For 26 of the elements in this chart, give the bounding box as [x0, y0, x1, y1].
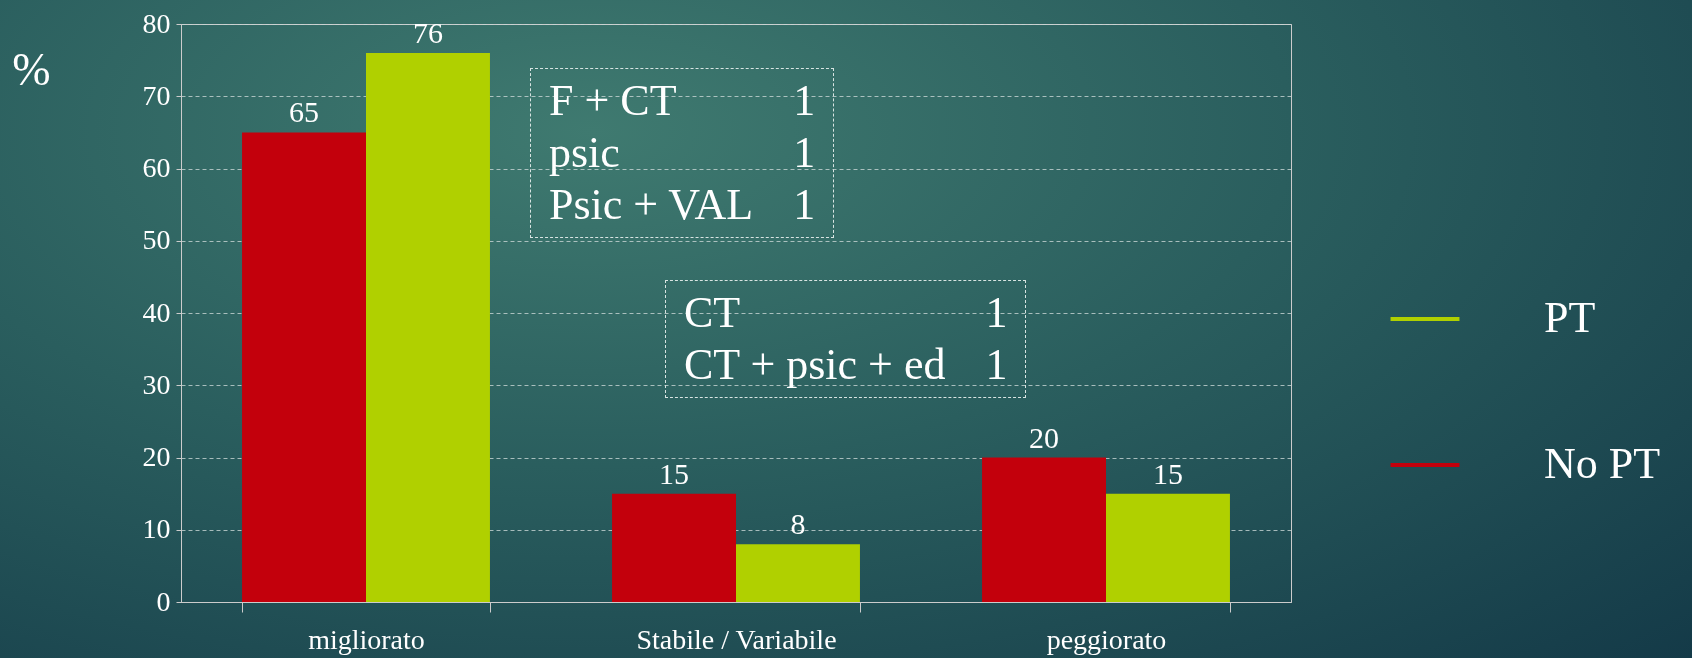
y-tick-label: 20: [142, 441, 171, 472]
data-label: 65: [289, 95, 320, 129]
x-tick-label: peggiorato: [1046, 623, 1167, 655]
data-label: 8: [790, 507, 806, 541]
text: psic 1: [549, 128, 816, 177]
legend-label: No PT: [1544, 439, 1661, 488]
data-label: 15: [659, 456, 690, 490]
y-tick-label: 10: [142, 513, 171, 545]
data-label: 15: [1152, 456, 1183, 490]
legend-label: PT: [1544, 293, 1596, 342]
y-tick-label: 40: [142, 296, 171, 328]
y-tick-label: 50: [142, 224, 171, 256]
data-label: 20: [1029, 420, 1060, 454]
y-axis-title: %: [12, 43, 51, 95]
data-label: 76: [412, 15, 443, 49]
text: F + CT 1: [549, 76, 816, 125]
y-tick-label: 80: [142, 7, 171, 39]
x-tick-label: migliorato: [308, 623, 425, 655]
y-tick-label: 0: [156, 585, 171, 617]
x-tick-label: Stabile / Variabile: [636, 623, 837, 655]
y-tick-label: 30: [142, 368, 171, 400]
annotation: CT + psic + ed 1: [684, 339, 1008, 391]
y-tick-label: 70: [142, 79, 171, 111]
text: CT 1: [684, 288, 1008, 337]
annotation: Psic + VAL 1: [549, 179, 816, 231]
y-tick-label: 60: [142, 152, 171, 183]
